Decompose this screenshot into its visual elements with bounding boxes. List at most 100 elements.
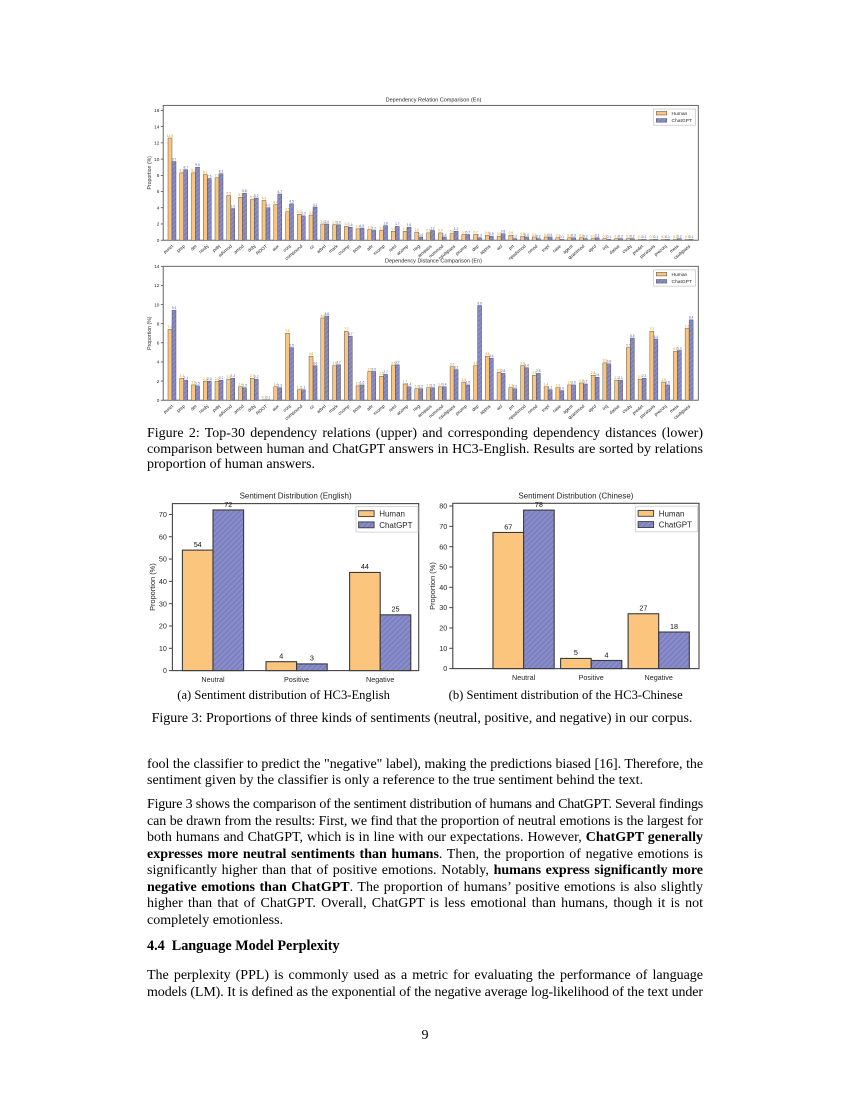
svg-text:acomp: acomp [396,403,410,416]
svg-text:5.8: 5.8 [242,189,247,193]
svg-text:1.1: 1.1 [301,385,306,389]
svg-text:2.6: 2.6 [591,371,596,375]
svg-text:3.6: 3.6 [520,362,525,366]
svg-text:3.0: 3.0 [372,367,377,371]
svg-text:1.1: 1.1 [403,227,408,231]
svg-text:ChatGPT: ChatGPT [379,521,412,530]
svg-text:0.2: 0.2 [513,234,518,238]
svg-text:3.4: 3.4 [524,363,529,367]
svg-text:0.7: 0.7 [462,230,467,234]
svg-text:advcl: advcl [316,244,327,255]
svg-text:xcomp: xcomp [372,403,386,416]
svg-text:10: 10 [154,157,160,162]
svg-text:6: 6 [157,189,160,194]
svg-text:poss: poss [352,243,363,253]
svg-text:Neutral: Neutral [512,673,536,682]
svg-text:case: case [551,403,562,413]
svg-text:2.0: 2.0 [203,377,208,381]
svg-text:3.6: 3.6 [473,362,478,366]
svg-text:1.3: 1.3 [556,384,561,388]
svg-text:0.2: 0.2 [583,234,588,238]
svg-text:8: 8 [157,321,160,326]
svg-text:1.9: 1.9 [661,378,666,382]
svg-text:0.6: 0.6 [509,231,514,235]
svg-text:Human: Human [672,272,688,278]
svg-text:2: 2 [157,379,160,384]
svg-text:1.3: 1.3 [509,384,514,388]
svg-text:2: 2 [157,222,160,227]
svg-text:3.6: 3.6 [391,362,396,366]
svg-text:1.4: 1.4 [238,383,243,387]
svg-text:2.5: 2.5 [379,372,384,376]
svg-text:Positive: Positive [284,675,309,684]
svg-text:det: det [190,243,199,251]
svg-text:2.1: 2.1 [614,376,619,380]
svg-text:3.5: 3.5 [285,208,290,212]
svg-text:3: 3 [310,654,314,663]
svg-text:Positive: Positive [579,673,604,682]
svg-text:pcomp: pcomp [454,403,468,416]
svg-text:72: 72 [224,500,232,509]
svg-text:ccomp: ccomp [337,403,351,416]
svg-text:ChatGPT: ChatGPT [672,279,692,285]
svg-text:Dependency Relation Comparison: Dependency Relation Comparison (En) [386,97,482,103]
svg-text:6: 6 [157,341,160,346]
svg-text:44: 44 [361,562,369,571]
svg-text:2.3: 2.3 [231,374,236,378]
svg-text:1.1: 1.1 [391,227,396,231]
svg-text:8.2: 8.2 [219,170,224,174]
svg-text:0.3: 0.3 [567,234,572,238]
svg-text:dep: dep [471,243,480,252]
svg-text:0.4: 0.4 [548,233,553,237]
svg-text:4.0: 4.0 [266,204,271,208]
svg-text:7.4: 7.4 [168,325,173,329]
svg-text:7.2: 7.2 [650,327,655,331]
svg-text:5.5: 5.5 [289,343,294,347]
svg-text:0.2: 0.2 [614,234,619,238]
svg-text:meta: meta [669,243,680,254]
svg-text:1.0: 1.0 [415,228,420,232]
svg-text:4.9: 4.9 [262,196,267,200]
svg-text:4: 4 [157,360,160,365]
svg-text:Neutral: Neutral [201,675,225,684]
svg-text:0.7: 0.7 [473,230,478,234]
svg-text:csubj: csubj [621,404,632,415]
svg-text:0: 0 [443,664,447,673]
svg-text:5.3: 5.3 [238,193,243,197]
svg-text:3.7: 3.7 [395,361,400,365]
svg-text:Human: Human [672,111,688,117]
svg-text:0.4: 0.4 [419,233,424,237]
svg-text:5.2: 5.2 [254,194,259,198]
svg-text:3.6: 3.6 [332,362,337,366]
svg-text:advmod: advmod [217,403,233,417]
svg-text:6.5: 6.5 [630,334,635,338]
svg-text:dative: dative [608,243,621,255]
svg-text:5.0: 5.0 [250,195,255,199]
svg-text:8.7: 8.7 [184,165,189,169]
svg-text:neg: neg [412,243,421,252]
svg-text:prep: prep [176,243,186,253]
svg-text:12.6: 12.6 [167,134,173,138]
svg-text:xcomp: xcomp [372,243,386,256]
svg-text:6.4: 6.4 [654,335,659,339]
svg-text:acl: acl [496,404,504,412]
svg-text:1.3: 1.3 [426,384,431,388]
svg-text:2.1: 2.1 [219,376,224,380]
svg-text:3.7: 3.7 [336,361,341,365]
svg-text:0.8: 0.8 [450,230,455,234]
svg-text:Sentiment Distribution (Englis: Sentiment Distribution (English) [240,492,352,501]
svg-text:1.6: 1.6 [360,381,365,385]
svg-text:1.4: 1.4 [438,383,443,387]
svg-text:0.2: 0.2 [618,234,623,238]
svg-text:30: 30 [159,599,167,608]
svg-text:12: 12 [154,141,160,146]
svg-text:Human: Human [659,509,685,518]
svg-text:4: 4 [279,651,283,660]
svg-text:0.2: 0.2 [677,234,682,238]
svg-text:0: 0 [157,238,160,243]
svg-text:25: 25 [392,605,400,614]
svg-text:advmod: advmod [217,243,233,257]
svg-text:2.9: 2.9 [497,368,502,372]
svg-text:0.1: 0.1 [642,235,647,239]
svg-text:1.2: 1.2 [372,226,377,230]
